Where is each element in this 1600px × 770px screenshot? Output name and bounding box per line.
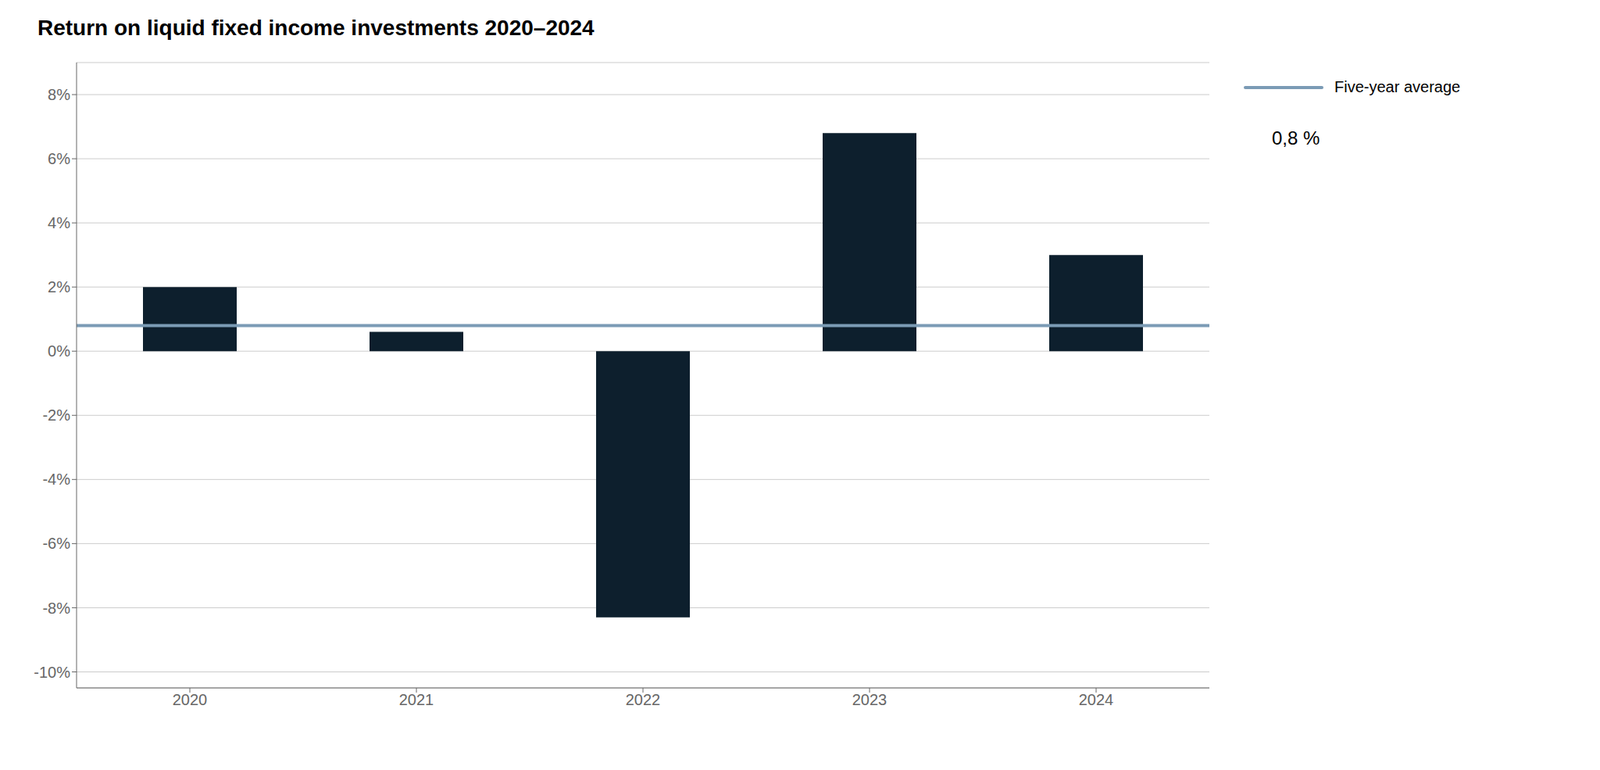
html-text:Return on liquid fixed income: Return on liquid fixed income investment… xyxy=(37,15,595,40)
svg-text:8%: 8% xyxy=(47,85,71,104)
svg-text:2%: 2% xyxy=(47,278,71,296)
svg-text:2020: 2020 xyxy=(172,690,208,708)
svg-text:2024: 2024 xyxy=(1078,690,1115,708)
svg-text:2023: 2023 xyxy=(852,690,888,708)
svg-text:-8%: -8% xyxy=(42,599,71,617)
svg-text:-4%: -4% xyxy=(42,470,71,488)
svg-text:6%: 6% xyxy=(47,150,71,168)
svg-text:0%: 0% xyxy=(47,342,71,360)
svg-text:2022: 2022 xyxy=(625,690,661,708)
svg-text:2021: 2021 xyxy=(399,690,435,708)
html-text:0,8 %: 0,8 % xyxy=(1271,127,1320,149)
svg-text:4%: 4% xyxy=(47,214,71,232)
html-text:Five-year average: Five-year average xyxy=(1334,78,1461,96)
svg-text:-6%: -6% xyxy=(42,534,71,552)
svg-text:-2%: -2% xyxy=(42,406,71,424)
svg-text:-10%: -10% xyxy=(33,663,71,681)
